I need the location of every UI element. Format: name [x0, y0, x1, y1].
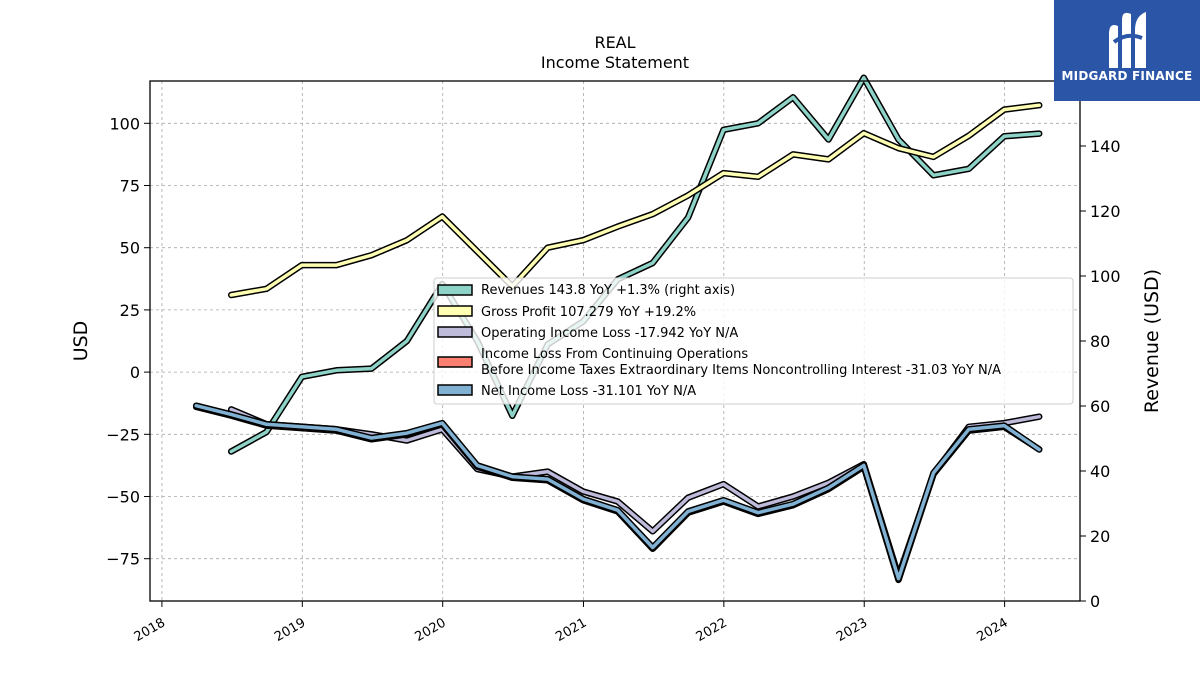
- x-tick-label: 2023: [834, 615, 870, 645]
- y-tick-label: −75: [106, 550, 140, 569]
- y2-tick-label: 120: [1090, 202, 1121, 221]
- legend-label-net-income: Net Income Loss -31.101 YoY N/A: [481, 384, 696, 399]
- y-tick-label: −25: [106, 425, 140, 444]
- legend-label-operating-income: Operating Income Loss -17.942 YoY N/A: [481, 326, 738, 341]
- y2-tick-label: 80: [1090, 332, 1110, 351]
- series-outline: [227, 101, 1043, 299]
- chart-subtitle: Income Statement: [541, 53, 689, 72]
- y2-tick-label: 40: [1090, 462, 1110, 481]
- x-axis-ticks: 2018 2019 2020 2021 2022 2023 2024: [132, 601, 1011, 645]
- x-tick-label: 2020: [413, 615, 449, 645]
- series-income-loss-from-continuing-operations-b: [192, 403, 1043, 584]
- left-axis-label: USD: [70, 321, 92, 362]
- legend-box: [433, 277, 1074, 405]
- x-tick-label: 2021: [553, 615, 589, 645]
- y-tick-label: 100: [109, 114, 140, 133]
- legend-label-gross-profit: Gross Profit 107.279 YoY +19.2%: [481, 305, 696, 320]
- y-tick-label: −50: [106, 488, 140, 507]
- series-line: [194, 403, 1041, 581]
- legend-swatch-net-income: [437, 384, 473, 396]
- legend: Revenues 143.8 YoY +1.3% (right axis) Gr…: [433, 277, 1074, 405]
- series-outline: [192, 403, 1043, 584]
- legend-swatch-operating-income: [437, 326, 473, 338]
- x-tick-label: 2022: [694, 615, 730, 645]
- y2-tick-label: 0: [1090, 592, 1100, 611]
- y-tick-label: 0: [130, 363, 140, 382]
- y-tick-label: 25: [120, 301, 140, 320]
- legend-label-revenues: Revenues 143.8 YoY +1.3% (right axis): [481, 283, 735, 298]
- legend-label-pretax-income-line1: Income Loss From Continuing Operations: [481, 347, 748, 362]
- y2-tick-label: 60: [1090, 397, 1110, 416]
- y2-tick-label: 140: [1090, 137, 1121, 156]
- chart-title: REAL: [594, 33, 635, 52]
- series-lines: [192, 74, 1043, 584]
- x-tick-label: 2024: [974, 615, 1010, 645]
- legend-label-pretax-income-line2: Before Income Taxes Extraordinary Items …: [481, 363, 1001, 378]
- y-tick-label: 50: [120, 239, 140, 258]
- legend-swatch-gross-profit: [437, 305, 473, 317]
- right-axis-label: Revenue (USD): [1141, 269, 1163, 413]
- x-tick-label: 2019: [272, 615, 308, 645]
- right-axis-ticks: 020406080100120140160: [1080, 72, 1121, 611]
- brand-logo: MIDGARD FINANCE: [1054, 0, 1200, 101]
- y2-tick-label: 20: [1090, 527, 1110, 546]
- series-gross-profit: [227, 101, 1043, 299]
- series-line: [229, 76, 1041, 454]
- y-tick-label: 75: [120, 176, 140, 195]
- series-revenues: [227, 74, 1043, 455]
- left-axis-ticks: −75 −50 −25 0 25 50 75 100: [106, 114, 150, 569]
- x-tick-label: 2018: [132, 615, 168, 645]
- logo-text: MIDGARD FINANCE: [1061, 69, 1193, 83]
- legend-swatch-revenues: [437, 284, 473, 296]
- legend-swatch-pretax-income: [437, 356, 473, 368]
- series-line: [229, 103, 1041, 297]
- series-net-income-loss: [192, 402, 1043, 582]
- y2-tick-label: 100: [1090, 267, 1121, 286]
- midgard-logo-icon: [1109, 12, 1146, 68]
